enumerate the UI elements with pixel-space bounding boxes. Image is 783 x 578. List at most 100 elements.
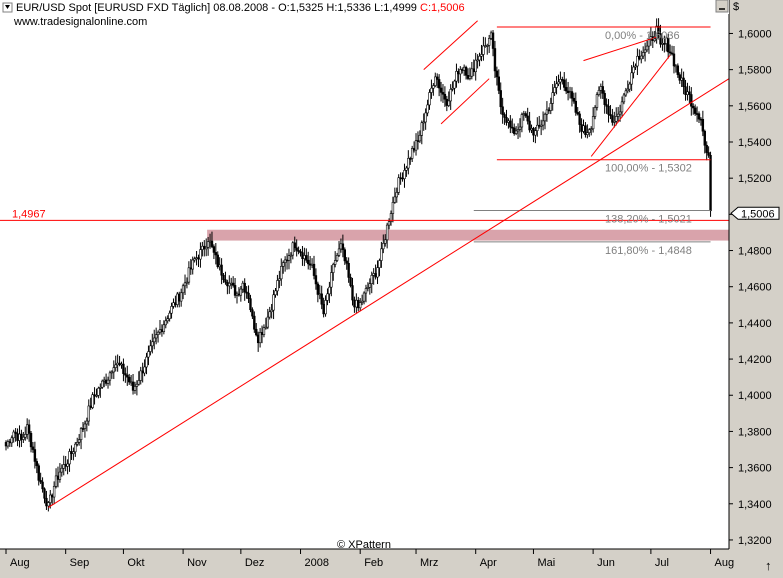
price-candle: [193, 256, 196, 263]
candle-body: [541, 120, 545, 126]
candle-body: [50, 494, 54, 498]
price-candle: [588, 128, 591, 137]
website-label[interactable]: www.tradesignalonline.com: [13, 16, 147, 28]
price-candle: [478, 52, 481, 67]
candle-body: [643, 49, 647, 53]
price-candle: [191, 256, 194, 275]
candle-body: [8, 441, 12, 444]
price-candle: [58, 463, 62, 483]
candle-body: [516, 129, 520, 132]
candle-body: [393, 196, 397, 203]
price-candle: [410, 145, 414, 163]
candle-body: [678, 74, 681, 81]
price-candle: [589, 126, 593, 136]
scroll-arrow-icon[interactable]: ↑: [765, 558, 772, 573]
candle-body: [147, 351, 150, 358]
candle-body: [64, 464, 67, 467]
candle-body: [274, 290, 277, 296]
candle-body: [382, 243, 385, 250]
candle-body: [360, 300, 364, 303]
y-tick-label: 1,5800: [738, 65, 772, 77]
candle-body: [243, 282, 246, 293]
candle-body: [343, 249, 346, 262]
candle-body: [588, 129, 591, 133]
candle-body: [624, 90, 628, 96]
candle-body: [609, 114, 612, 116]
trendline: [423, 20, 478, 71]
price-candle: [314, 268, 318, 290]
price-candle: [108, 370, 112, 386]
candle-body: [445, 98, 449, 106]
candle-body: [622, 94, 626, 103]
candle-body: [557, 81, 560, 85]
candle-body: [599, 86, 603, 91]
candle-body: [549, 103, 552, 111]
candle-body: [235, 293, 239, 296]
candle-body: [572, 97, 576, 102]
candle-body: [247, 292, 250, 299]
candle-body: [607, 105, 610, 115]
candle-body: [54, 475, 58, 487]
price-candle: [255, 322, 258, 337]
candle-body: [4, 442, 8, 447]
candle-body: [108, 372, 112, 381]
candle-body: [276, 280, 279, 292]
price-candle: [72, 447, 75, 461]
trendline: [583, 36, 657, 62]
price-candle: [324, 295, 327, 317]
candle-body: [522, 113, 526, 115]
price-candle: [97, 386, 100, 399]
price-candle: [666, 33, 670, 59]
price-candle: [409, 156, 412, 165]
candle-body: [289, 254, 293, 257]
candle-body: [476, 59, 479, 62]
price-candle: [291, 241, 295, 260]
price-candle: [624, 87, 628, 97]
y-tick-label: 1,6000: [738, 28, 772, 40]
candle-body: [255, 328, 258, 336]
candle-body: [536, 124, 539, 131]
price-candle: [443, 86, 447, 107]
price-candle: [609, 105, 612, 120]
candle-body: [459, 69, 462, 75]
candle-body: [493, 48, 497, 72]
price-candle: [287, 248, 291, 270]
candle-body: [206, 241, 210, 248]
price-candle: [128, 373, 131, 385]
candle-body: [370, 275, 373, 285]
expand-icon[interactable]: [2, 2, 13, 13]
price-candle: [607, 99, 610, 123]
candle-body: [258, 332, 262, 344]
candle-body: [505, 117, 508, 123]
price-candle: [449, 84, 452, 110]
candle-body: [74, 443, 77, 453]
price-candle: [278, 270, 281, 289]
candle-body: [241, 282, 244, 290]
candle-body: [330, 272, 333, 288]
candle-body: [472, 68, 475, 73]
candle-body: [62, 464, 65, 469]
price-candle: [43, 487, 46, 504]
candle-body: [455, 71, 458, 82]
candle-body: [405, 167, 408, 171]
price-candle: [149, 339, 152, 356]
candle-body: [395, 192, 398, 198]
price-candle: [164, 316, 167, 329]
candle-body: [193, 258, 196, 261]
minimize-button[interactable]: [715, 0, 729, 13]
candle-body: [376, 267, 379, 278]
candle-body: [661, 43, 664, 45]
candle-body: [224, 279, 227, 283]
candle-body: [45, 497, 48, 507]
price-candle: [231, 276, 235, 288]
candle-body: [249, 298, 252, 311]
candle-body: [613, 120, 616, 123]
candle-body: [640, 55, 643, 60]
price-candle: [74, 441, 77, 457]
x-tick-label: Feb: [364, 557, 383, 569]
candle-body: [332, 264, 335, 273]
price-candle: [360, 294, 364, 306]
price-candle: [430, 79, 433, 99]
candle-body: [547, 109, 551, 112]
price-candle: [645, 40, 649, 53]
